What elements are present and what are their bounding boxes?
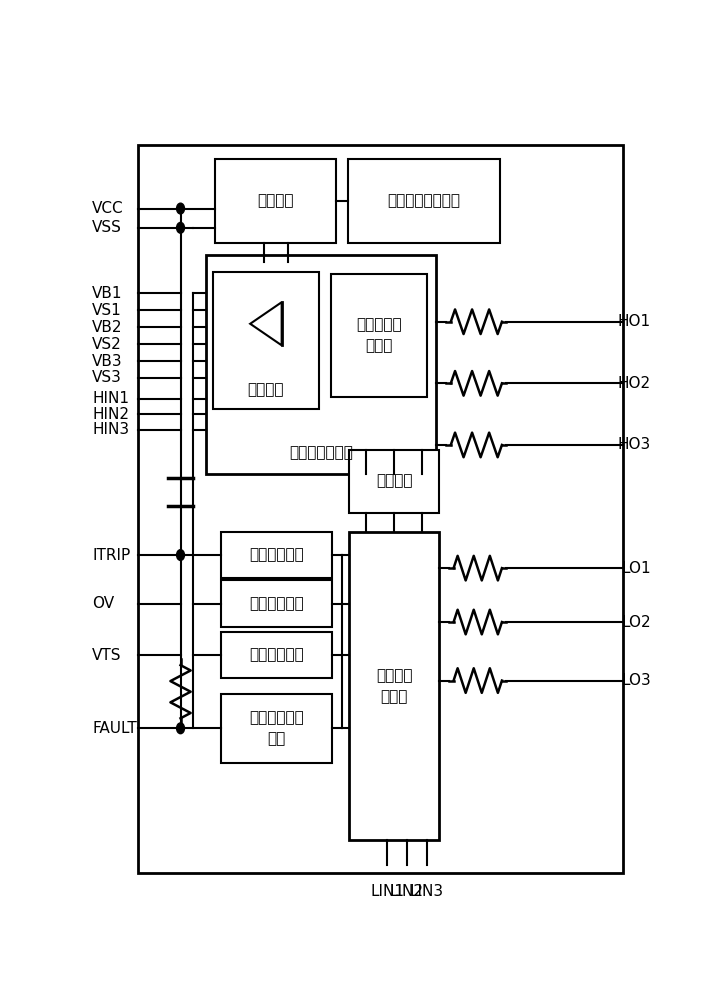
Text: 高侧欠压保
护电路: 高侧欠压保 护电路 xyxy=(356,318,402,354)
Text: HO2: HO2 xyxy=(618,376,651,391)
Text: 电源欠压保护电路: 电源欠压保护电路 xyxy=(387,193,460,208)
Text: LO2: LO2 xyxy=(621,615,651,630)
Text: VTS: VTS xyxy=(92,648,122,663)
FancyBboxPatch shape xyxy=(221,632,332,678)
FancyBboxPatch shape xyxy=(138,145,623,873)
Text: 过流保护电路: 过流保护电路 xyxy=(249,548,304,563)
Text: ITRIP: ITRIP xyxy=(92,548,130,563)
Text: HIN2: HIN2 xyxy=(92,407,129,422)
Text: VCC: VCC xyxy=(92,201,124,216)
Text: VS3: VS3 xyxy=(92,370,123,385)
FancyBboxPatch shape xyxy=(349,532,439,840)
Circle shape xyxy=(177,723,184,734)
Text: LIN3: LIN3 xyxy=(410,884,444,899)
FancyBboxPatch shape xyxy=(221,532,332,578)
Text: 自举电路: 自举电路 xyxy=(248,382,284,397)
Text: 故障逻辑控制
电路: 故障逻辑控制 电路 xyxy=(249,710,304,746)
Text: 电源电路: 电源电路 xyxy=(257,193,294,208)
Text: 互锁电路: 互锁电路 xyxy=(376,474,413,489)
Text: VB3: VB3 xyxy=(92,354,123,369)
FancyBboxPatch shape xyxy=(213,272,319,409)
Text: FAULT: FAULT xyxy=(92,721,137,736)
FancyBboxPatch shape xyxy=(206,255,436,474)
Text: 低压侧驱
动电路: 低压侧驱 动电路 xyxy=(376,668,413,704)
FancyBboxPatch shape xyxy=(215,158,336,243)
Text: VS1: VS1 xyxy=(92,303,122,318)
Text: LO1: LO1 xyxy=(621,561,651,576)
FancyBboxPatch shape xyxy=(348,158,500,243)
Text: VB1: VB1 xyxy=(92,286,123,301)
Text: LO3: LO3 xyxy=(621,673,651,688)
Text: VB2: VB2 xyxy=(92,320,123,335)
Text: LIN1: LIN1 xyxy=(370,884,405,899)
Text: VSS: VSS xyxy=(92,220,123,235)
FancyBboxPatch shape xyxy=(349,450,439,513)
Text: HIN1: HIN1 xyxy=(92,391,129,406)
Text: 过温保护电路: 过温保护电路 xyxy=(249,648,304,663)
Text: HIN3: HIN3 xyxy=(92,422,130,437)
Text: 过压保护电路: 过压保护电路 xyxy=(249,596,304,611)
FancyBboxPatch shape xyxy=(221,694,332,763)
Text: LIN2: LIN2 xyxy=(390,884,424,899)
Text: HO3: HO3 xyxy=(618,437,651,452)
FancyBboxPatch shape xyxy=(221,580,332,627)
Text: VS2: VS2 xyxy=(92,337,122,352)
FancyBboxPatch shape xyxy=(331,274,426,397)
Text: 高压侧驱动电路: 高压侧驱动电路 xyxy=(289,445,353,460)
Circle shape xyxy=(177,550,184,560)
Circle shape xyxy=(177,203,184,214)
Text: OV: OV xyxy=(92,596,115,611)
Circle shape xyxy=(177,222,184,233)
Text: HO1: HO1 xyxy=(618,314,651,329)
